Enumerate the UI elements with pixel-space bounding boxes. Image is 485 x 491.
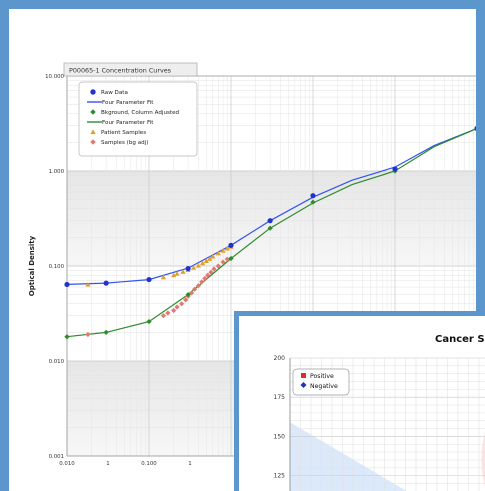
legend-label-patient-samples: Patient Samples	[101, 130, 146, 136]
data-point-bkground-column-adjusted	[228, 255, 234, 262]
negative-region	[290, 422, 407, 491]
legend-label-raw-data: Raw Data	[101, 90, 128, 96]
data-point-bkground-column-adjusted	[146, 318, 152, 325]
data-point-bkground-column-adjusted	[310, 199, 316, 205]
legend-label-samples-bg-adj: Samples (bg adj)	[101, 140, 148, 146]
chart-title-box: P00065-1 Concentration Curves	[63, 62, 198, 77]
legend-label-four-parameter-fit: Four Parameter Fit	[102, 100, 154, 106]
data-point-raw-data	[103, 280, 109, 286]
y-tick-label: 1.000	[49, 169, 65, 175]
chart-title: P00065-1 Concentration Curves	[69, 67, 172, 75]
data-point-patient-samples	[215, 250, 221, 256]
cancer-chart-panel: 200 175 150 125 Cancer S Positive Negative	[234, 311, 485, 491]
data-point-samples-bg-adj	[195, 283, 201, 289]
legend-marker-negative	[300, 382, 307, 388]
data-point-patient-samples	[174, 271, 180, 276]
legend-marker-patient-samples	[90, 129, 96, 135]
inset-y-tick-label: 200	[274, 355, 286, 362]
data-point-samples-bg-adj	[215, 263, 221, 269]
data-point-raw-data	[310, 193, 316, 199]
data-point-raw-data	[185, 265, 191, 272]
data-point-patient-samples	[224, 245, 230, 251]
legend-label-four-parameter-fit: Four Parameter Fit	[102, 120, 154, 126]
data-point-bkground-column-adjusted	[185, 291, 191, 298]
data-point-samples-bg-adj	[202, 275, 208, 282]
legend-marker-raw-data	[90, 89, 96, 95]
cancer-scatter-chart: 200 175 150 125 Cancer S Positive Negative	[274, 334, 485, 491]
y-tick-label: 0.100	[49, 264, 65, 270]
data-point-patient-samples	[207, 256, 213, 261]
data-point-samples-bg-adj	[205, 272, 211, 278]
data-point-patient-samples	[220, 248, 226, 253]
legend-marker-bkground-column-adjusted	[90, 109, 96, 115]
data-point-patient-samples	[195, 262, 201, 268]
data-point-patient-samples	[199, 260, 206, 266]
data-point-samples-bg-adj	[208, 269, 214, 275]
data-point-raw-data	[64, 281, 70, 288]
data-point-samples-bg-adj	[199, 279, 205, 285]
y-axis-label: Optical Density	[28, 235, 36, 296]
data-point-patient-samples	[171, 272, 177, 278]
legend-label-bkground-column-adjusted: Bkground, Column Adjusted	[101, 110, 180, 116]
inset-y-tick-label: 125	[274, 473, 286, 480]
data-point-patient-samples	[180, 269, 186, 274]
data-point-patient-samples	[203, 258, 209, 264]
data-point-raw-data	[228, 242, 234, 248]
data-point-raw-data	[267, 218, 273, 224]
y-tick-label: 10.000	[45, 74, 64, 80]
legend-marker-positive	[301, 373, 306, 378]
data-point-samples-bg-adj	[220, 259, 226, 265]
data-point-samples-bg-adj	[183, 297, 189, 303]
data-point-samples-bg-adj	[224, 256, 230, 262]
y-tick-label: 0.001	[49, 454, 64, 460]
data-point-samples-bg-adj	[160, 313, 167, 319]
data-point-samples-bg-adj	[211, 266, 217, 272]
x-tick-label: 0.010	[59, 461, 75, 467]
data-point-bkground-column-adjusted	[103, 329, 109, 336]
data-point-bkground-column-adjusted	[64, 334, 70, 340]
inset-y-tick-label: 150	[274, 433, 286, 440]
data-point-bkground-column-adjusted	[267, 225, 273, 231]
data-point-samples-bg-adj	[179, 301, 185, 307]
x-tick-label: 0.100	[141, 461, 157, 467]
data-point-raw-data	[146, 276, 152, 283]
data-point-raw-data	[474, 126, 476, 131]
legend-label-negative: Negative	[310, 383, 338, 390]
data-point-patient-samples	[191, 265, 197, 270]
inset-title: Cancer S	[435, 334, 485, 345]
x-tick-label: 1	[188, 461, 191, 467]
x-tick-label: 1	[106, 461, 109, 467]
data-point-samples-bg-adj	[171, 307, 177, 314]
data-point-patient-samples	[160, 274, 167, 280]
inset-y-tick-label: 175	[274, 394, 286, 401]
positive-region	[481, 431, 485, 487]
data-point-samples-bg-adj	[192, 286, 198, 292]
legend-label-positive: Positive	[310, 373, 334, 380]
data-point-samples-bg-adj	[85, 331, 91, 338]
data-point-samples-bg-adj	[165, 310, 171, 316]
legend: Raw Data Four Parameter Fit Bkground, Colu…	[78, 81, 198, 157]
legend-marker-samples-bg-adj	[90, 139, 96, 145]
data-point-patient-samples	[210, 253, 216, 259]
inset-legend: Positive Negative	[292, 368, 350, 396]
data-point-patient-samples	[85, 281, 91, 287]
y-tick-label: 0.010	[49, 359, 65, 365]
data-point-samples-bg-adj	[174, 304, 180, 310]
data-point-raw-data	[392, 166, 398, 172]
